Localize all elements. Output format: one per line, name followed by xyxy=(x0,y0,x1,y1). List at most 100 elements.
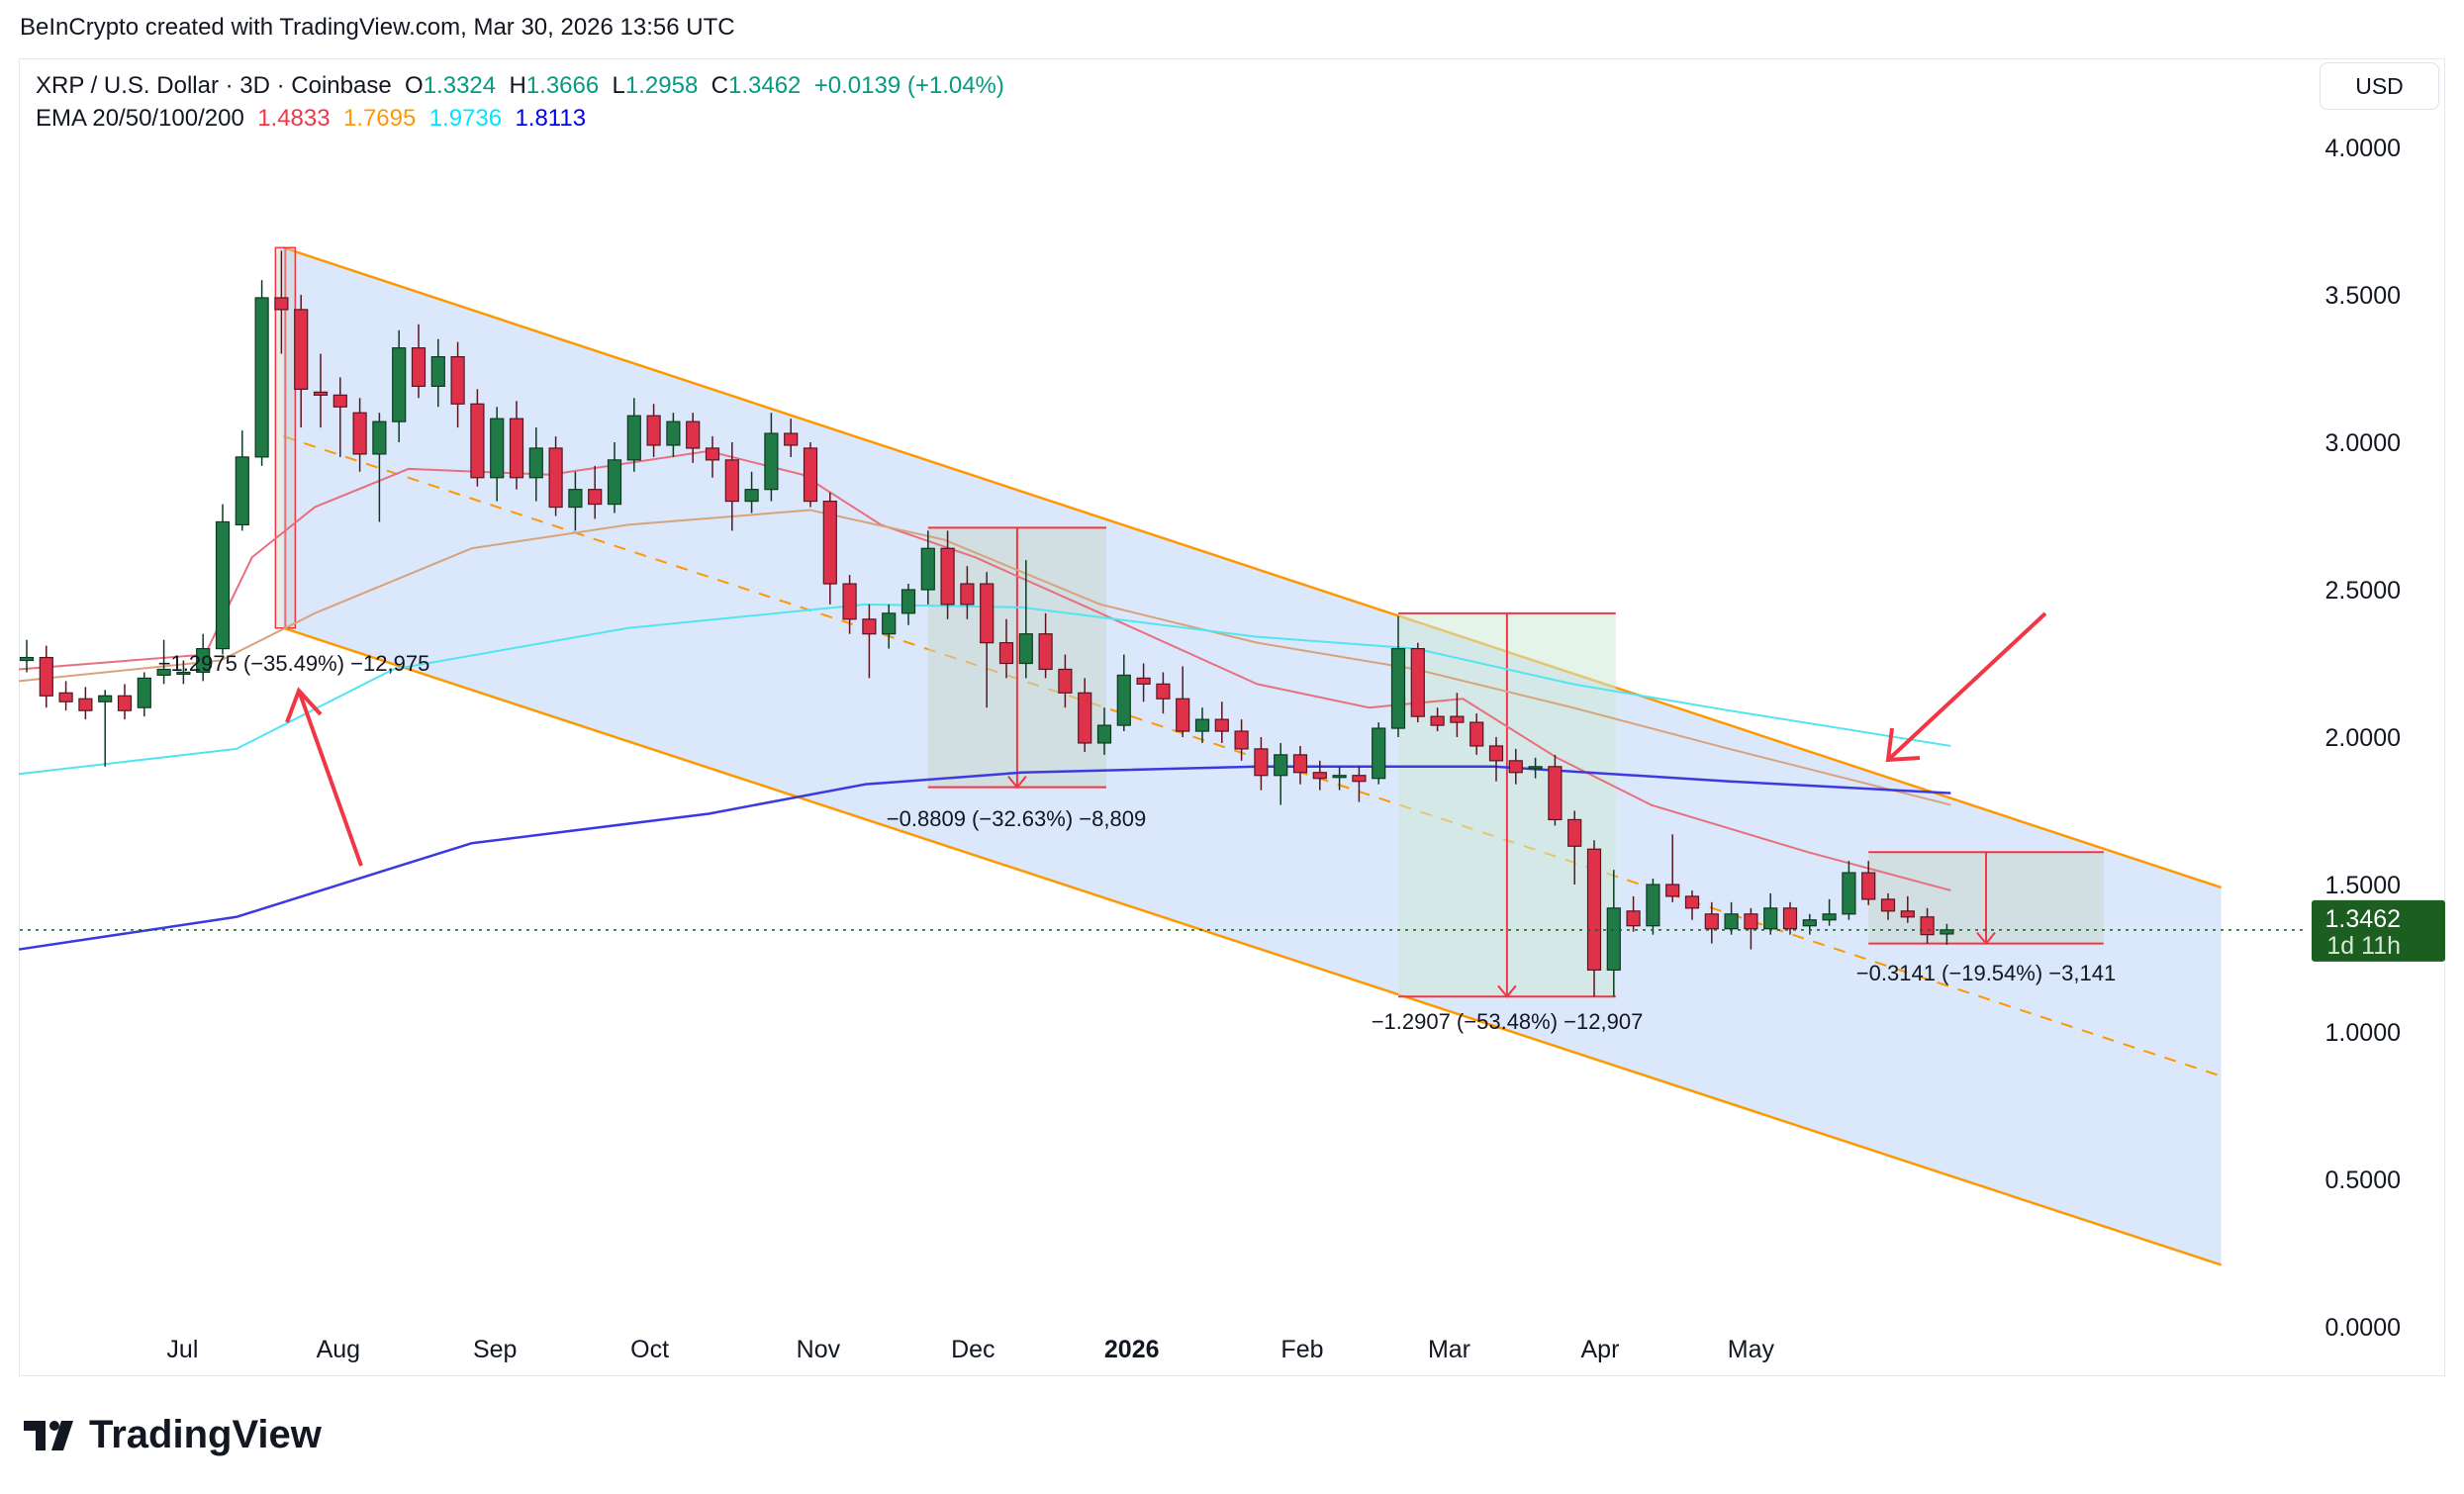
candle-up[interactable] xyxy=(764,432,779,491)
candle-up[interactable] xyxy=(1940,929,1954,935)
candle-up[interactable] xyxy=(1332,775,1347,779)
candle-down[interactable] xyxy=(411,347,426,387)
candle-down[interactable] xyxy=(1567,818,1582,847)
candle-down[interactable] xyxy=(450,355,465,405)
channel-mid-line[interactable] xyxy=(283,435,2222,1077)
candle-down[interactable] xyxy=(803,447,818,503)
candle-down[interactable] xyxy=(980,583,995,644)
candle-up[interactable] xyxy=(1842,872,1856,915)
candle-up[interactable] xyxy=(235,456,249,526)
candle-down[interactable] xyxy=(1684,895,1700,909)
candle-down[interactable] xyxy=(1704,913,1719,930)
candle-up[interactable] xyxy=(626,415,641,461)
candle-up[interactable] xyxy=(430,355,445,387)
candle-down[interactable] xyxy=(1312,772,1327,780)
candle-down[interactable] xyxy=(724,459,739,503)
ema-line-200[interactable] xyxy=(18,765,1951,951)
candle-down[interactable] xyxy=(1920,916,1935,936)
candle-up[interactable] xyxy=(137,677,151,708)
candle-up[interactable] xyxy=(920,547,935,591)
candle-up[interactable] xyxy=(156,668,171,677)
candle-up[interactable] xyxy=(1390,647,1406,729)
candle-up[interactable] xyxy=(1194,718,1210,732)
candle-up[interactable] xyxy=(1802,919,1817,927)
candle-down[interactable] xyxy=(1488,745,1504,762)
candle-up[interactable] xyxy=(1096,724,1112,744)
candle-up[interactable] xyxy=(392,347,407,422)
candle-down[interactable] xyxy=(1900,910,1915,918)
candle-up[interactable] xyxy=(490,418,505,479)
channel-upper-line[interactable] xyxy=(282,246,2222,889)
candle-down[interactable] xyxy=(686,420,701,449)
candle-down[interactable] xyxy=(1234,730,1249,750)
candle-down[interactable] xyxy=(313,391,329,396)
candle-up[interactable] xyxy=(1372,727,1386,780)
candle-down[interactable] xyxy=(784,432,799,446)
candle-down[interactable] xyxy=(1254,748,1269,777)
candle-down[interactable] xyxy=(1508,760,1523,774)
candle-down[interactable] xyxy=(1880,898,1896,912)
ema-line-100[interactable] xyxy=(18,603,1951,776)
candle-down[interactable] xyxy=(1136,677,1151,685)
candle-down[interactable] xyxy=(352,412,367,455)
candle-down[interactable] xyxy=(1292,754,1308,774)
candle-down[interactable] xyxy=(1861,872,1876,900)
candle-down[interactable] xyxy=(842,583,857,620)
channel-lower-line[interactable] xyxy=(282,626,2222,1266)
candle-down[interactable] xyxy=(588,489,603,506)
candle-up[interactable] xyxy=(1274,754,1288,777)
candle-down[interactable] xyxy=(332,394,347,408)
candle-down[interactable] xyxy=(1352,775,1367,783)
candle-up[interactable] xyxy=(1528,766,1543,770)
candle-up[interactable] xyxy=(666,420,681,446)
candle-down[interactable] xyxy=(58,692,73,702)
candle-down[interactable] xyxy=(1176,698,1190,732)
candle-down[interactable] xyxy=(294,309,309,390)
candle-down[interactable] xyxy=(470,403,485,479)
candle-down[interactable] xyxy=(509,418,524,479)
candle-down[interactable] xyxy=(78,698,93,711)
candle-up[interactable] xyxy=(528,447,543,479)
tradingview-logo[interactable]: TradingView xyxy=(24,1413,322,1457)
currency-button[interactable]: USD xyxy=(2320,62,2439,110)
candle-up[interactable] xyxy=(1822,913,1837,921)
candle-down[interactable] xyxy=(1626,910,1641,927)
candle-up[interactable] xyxy=(568,489,583,509)
candle-down[interactable] xyxy=(1782,907,1798,930)
candle-down[interactable] xyxy=(646,415,661,446)
candle-up[interactable] xyxy=(176,671,191,676)
candle-up[interactable] xyxy=(1018,633,1033,665)
candle-down[interactable] xyxy=(1586,848,1602,972)
candle-up[interactable] xyxy=(1606,907,1621,972)
candle-down[interactable] xyxy=(960,583,975,606)
candle-down[interactable] xyxy=(1156,683,1171,700)
candle-up[interactable] xyxy=(215,520,231,650)
candle-down[interactable] xyxy=(1744,913,1758,930)
candle-up[interactable] xyxy=(744,489,759,503)
candle-down[interactable] xyxy=(940,547,955,606)
candle-down[interactable] xyxy=(822,501,837,585)
candle-up[interactable] xyxy=(1116,674,1131,726)
candle-down[interactable] xyxy=(1410,647,1425,717)
candle-down[interactable] xyxy=(1038,633,1053,671)
candle-down[interactable] xyxy=(39,656,53,697)
candle-up[interactable] xyxy=(372,420,387,455)
candle-down[interactable] xyxy=(1078,692,1092,744)
candle-up[interactable] xyxy=(19,656,35,662)
candle-up[interactable] xyxy=(1646,884,1660,927)
candle-down[interactable] xyxy=(274,297,289,311)
candle-down[interactable] xyxy=(705,447,720,461)
candle-down[interactable] xyxy=(1058,668,1073,694)
ema-line-50[interactable] xyxy=(18,509,1951,806)
candle-down[interactable] xyxy=(1548,766,1563,821)
candle-down[interactable] xyxy=(862,618,877,635)
candle-down[interactable] xyxy=(117,695,133,711)
candle-up[interactable] xyxy=(900,589,916,614)
candle-up[interactable] xyxy=(607,459,622,506)
candle-up[interactable] xyxy=(1724,913,1739,930)
candle-down[interactable] xyxy=(998,642,1014,665)
symbol-title[interactable]: XRP / U.S. Dollar · 3D · Coinbase xyxy=(36,72,392,99)
candle-down[interactable] xyxy=(1214,718,1229,732)
candle-up[interactable] xyxy=(196,647,211,674)
